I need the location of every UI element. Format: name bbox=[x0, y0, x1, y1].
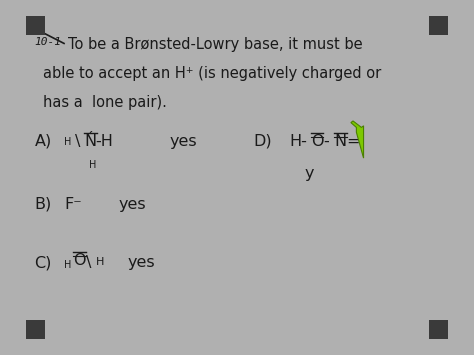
Text: Ń: Ń bbox=[84, 134, 96, 149]
Text: yes: yes bbox=[119, 197, 146, 212]
Text: H: H bbox=[89, 160, 96, 170]
Text: N: N bbox=[334, 134, 346, 149]
Text: To be a Brønsted-Lowry base, it must be: To be a Brønsted-Lowry base, it must be bbox=[68, 37, 363, 52]
Text: yes: yes bbox=[128, 255, 155, 270]
Text: -H: -H bbox=[96, 134, 114, 149]
Text: 10-1: 10-1 bbox=[35, 37, 62, 47]
Text: O: O bbox=[311, 134, 323, 149]
Text: yes: yes bbox=[170, 134, 197, 149]
Text: H: H bbox=[64, 137, 72, 147]
Text: able to accept an H⁺ (is negatively charged or: able to accept an H⁺ (is negatively char… bbox=[43, 66, 381, 81]
Text: y: y bbox=[304, 166, 314, 181]
Polygon shape bbox=[351, 121, 364, 158]
Text: =: = bbox=[346, 134, 360, 149]
Bar bbox=[26, 16, 45, 35]
Bar bbox=[429, 320, 448, 339]
Text: D): D) bbox=[254, 134, 273, 149]
Text: B): B) bbox=[35, 197, 52, 212]
Bar bbox=[429, 16, 448, 35]
Text: H: H bbox=[64, 260, 72, 270]
Text: has a  lone pair).: has a lone pair). bbox=[43, 95, 167, 110]
Text: \: \ bbox=[86, 255, 92, 270]
Text: \: \ bbox=[74, 134, 80, 149]
Bar bbox=[26, 320, 45, 339]
Text: -: - bbox=[323, 134, 329, 149]
Text: F⁻: F⁻ bbox=[64, 197, 82, 212]
Text: C): C) bbox=[35, 255, 52, 270]
Text: H: H bbox=[96, 257, 104, 267]
Text: A): A) bbox=[35, 134, 52, 149]
Text: H-: H- bbox=[290, 134, 308, 149]
Text: O: O bbox=[73, 253, 86, 268]
